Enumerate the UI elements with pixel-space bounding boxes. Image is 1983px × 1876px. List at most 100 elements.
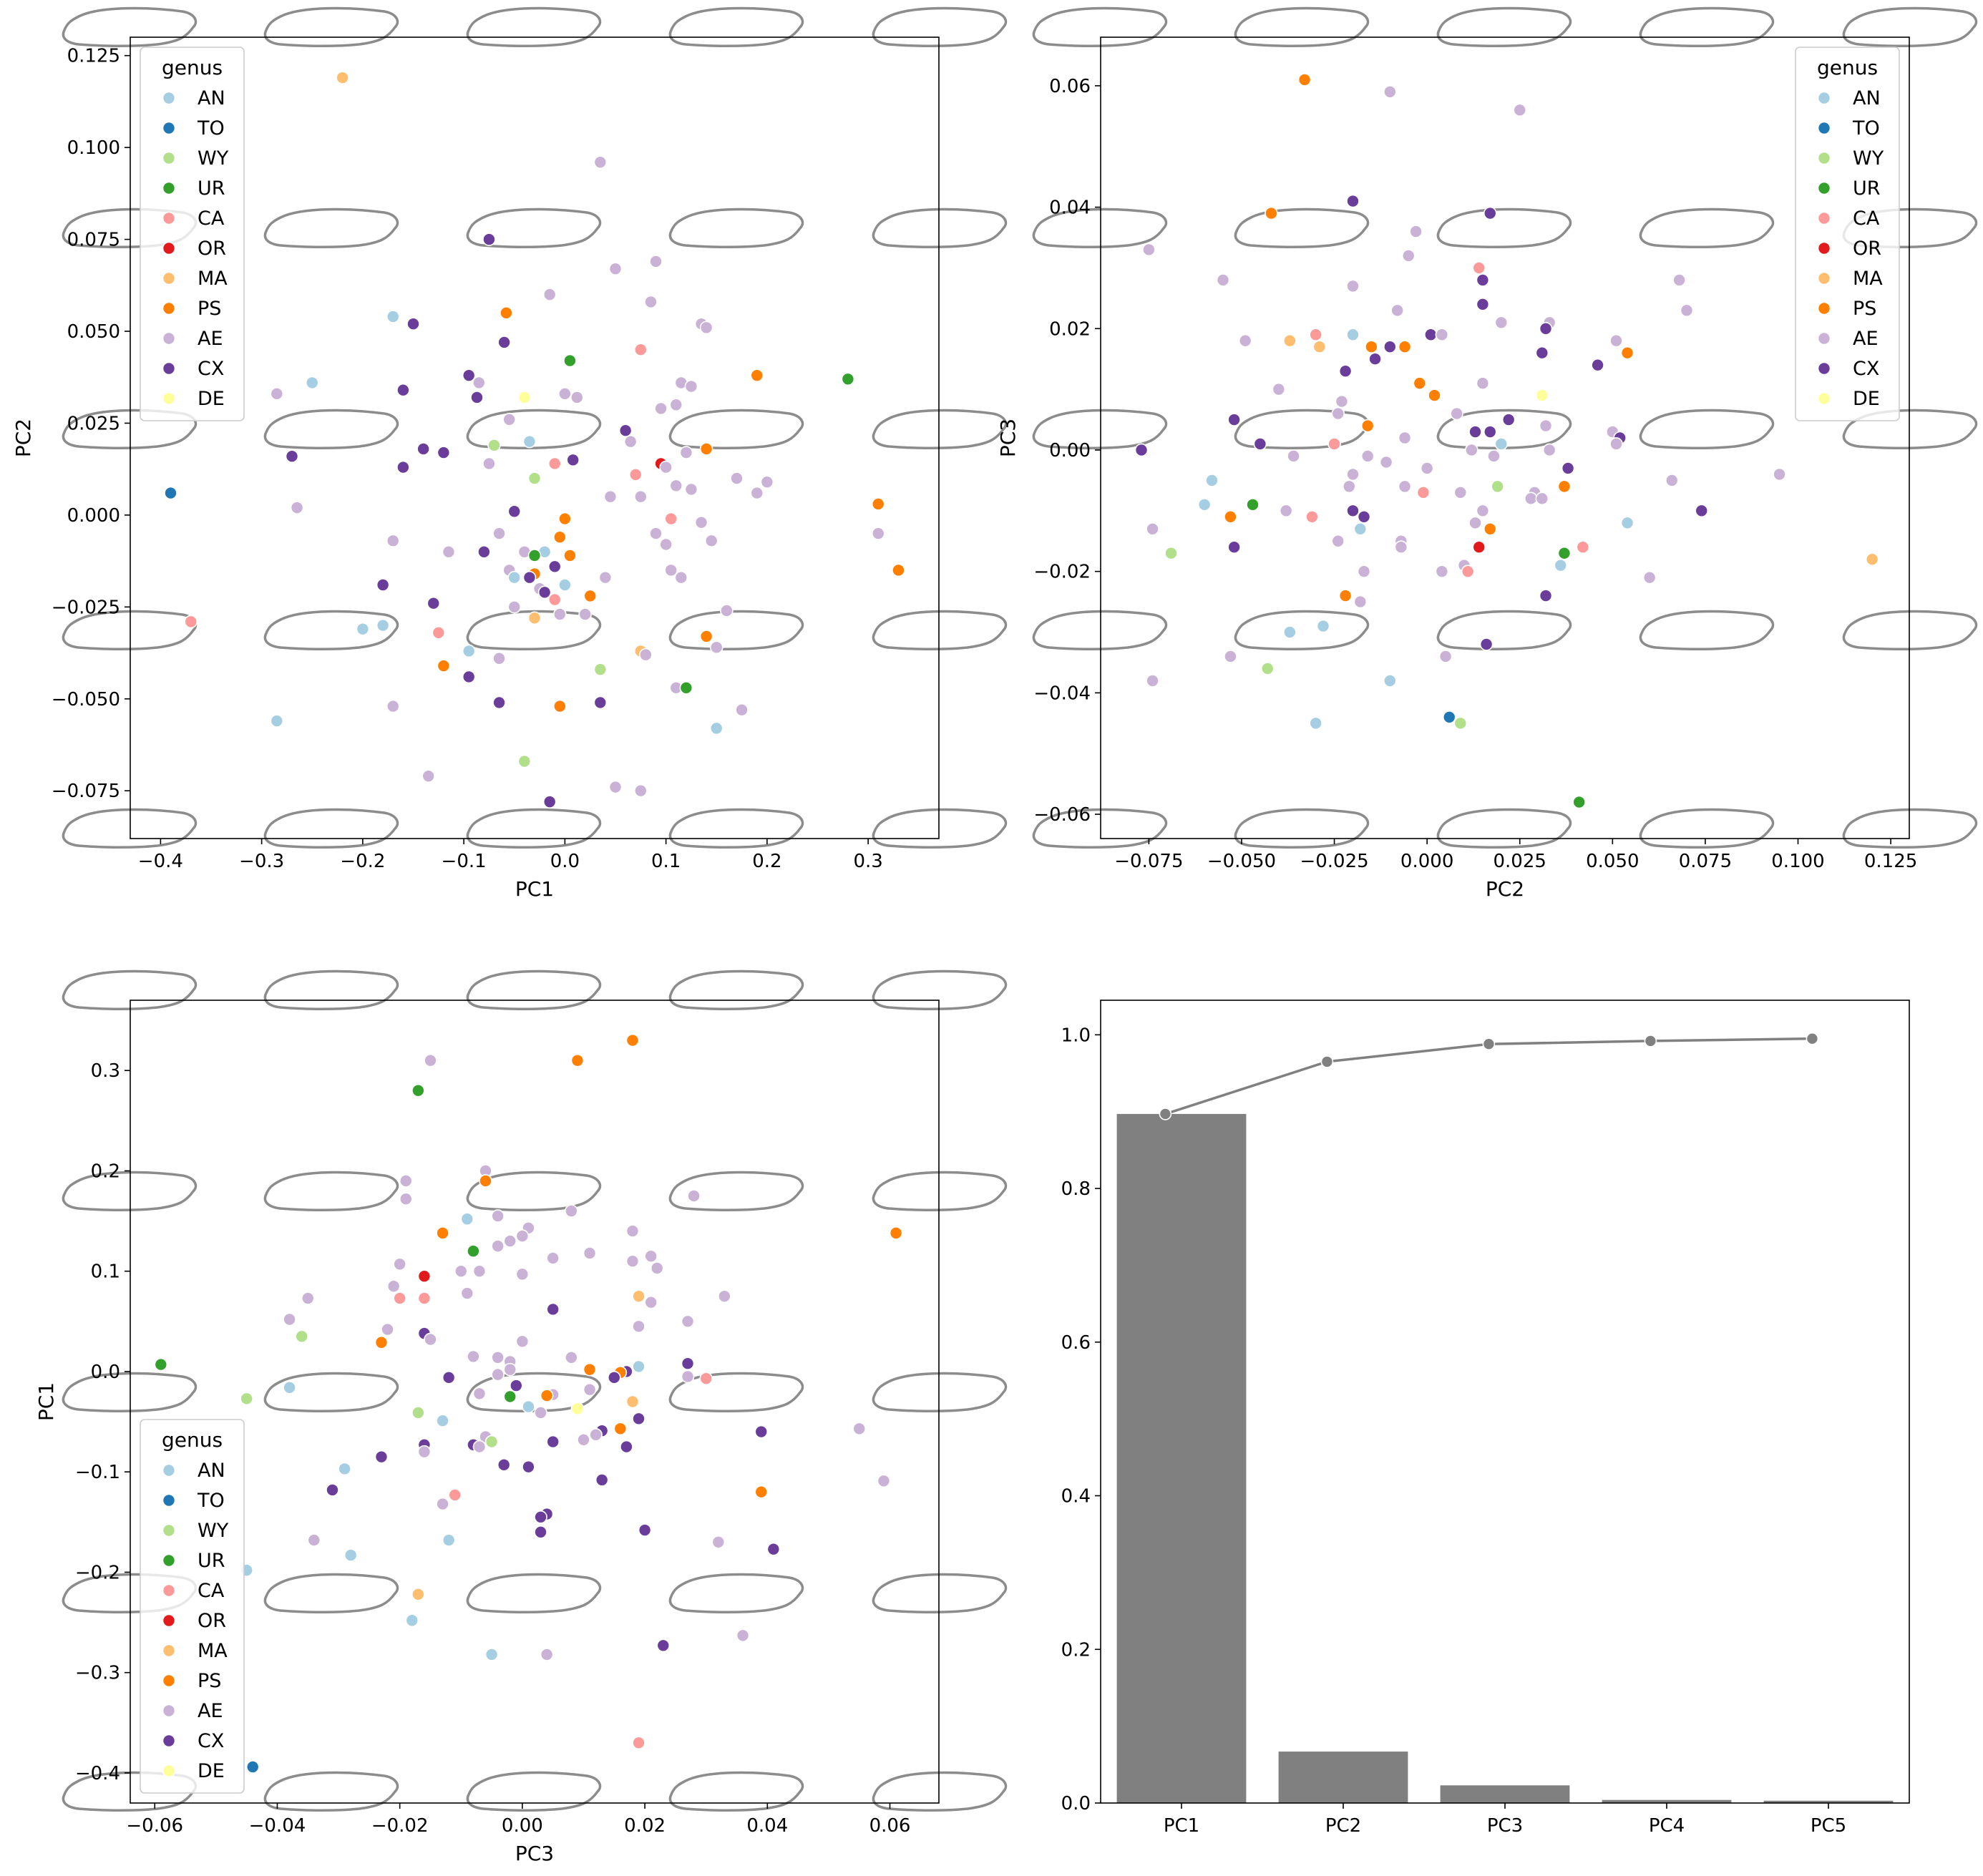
point-ae-22 xyxy=(546,1251,560,1265)
point-cx-59 xyxy=(1134,443,1149,457)
point-ae-43 xyxy=(1450,406,1463,421)
cumulative-point-pc5 xyxy=(1806,1032,1819,1045)
point-wy-116 xyxy=(1260,662,1275,675)
point-ae-37 xyxy=(301,1291,315,1305)
point-ae-40 xyxy=(283,1312,296,1327)
point-ae-10 xyxy=(491,1209,505,1223)
x-tick-label: 0.050 xyxy=(1586,851,1639,872)
point-cx-22 xyxy=(396,383,410,397)
point-cx-35 xyxy=(1338,364,1353,378)
point-ae-25 xyxy=(1238,333,1252,348)
point-ae-36 xyxy=(718,1289,731,1304)
point-cx-98 xyxy=(595,1473,609,1487)
point-ps-27 xyxy=(1365,340,1378,354)
point-an-112 xyxy=(1283,625,1297,639)
point-ae-62 xyxy=(492,527,506,540)
point-cx-24 xyxy=(470,391,484,404)
legend-label-ps: PS xyxy=(1853,298,1876,320)
legend-marker-cx xyxy=(1817,361,1831,376)
legend-marker-cx xyxy=(162,1734,176,1748)
point-cx-45 xyxy=(1501,413,1516,426)
point-ps-6 xyxy=(479,1174,492,1188)
point-or-30 xyxy=(417,1269,432,1283)
point-cx-19 xyxy=(1539,321,1553,336)
point-wy-77 xyxy=(411,1406,425,1420)
point-ae-92 xyxy=(720,604,734,617)
point-cx-5 xyxy=(1483,206,1497,220)
legend-label-de: DE xyxy=(198,388,225,410)
point-cx-63 xyxy=(607,1371,621,1384)
point-ae-120 xyxy=(608,780,623,794)
point-cx-33 xyxy=(1368,352,1382,366)
point-ae-73 xyxy=(1398,479,1412,494)
point-ae-16 xyxy=(515,1229,530,1243)
y-tick-label: 0.04 xyxy=(1049,197,1091,219)
point-ae-42 xyxy=(1331,406,1345,421)
point-ca-46 xyxy=(628,468,643,482)
point-ae-105 xyxy=(492,651,506,665)
legend-label-ma: MA xyxy=(198,268,228,290)
point-ae-119 xyxy=(540,1648,554,1661)
point-ae-6 xyxy=(644,295,658,309)
point-ma-35 xyxy=(632,1289,645,1304)
point-ps-47 xyxy=(374,1335,389,1349)
point-ps-15 xyxy=(436,1226,449,1240)
point-ae-71 xyxy=(442,544,456,559)
legend-label-ur: UR xyxy=(1853,177,1881,200)
point-ca-62 xyxy=(699,1372,713,1386)
legend-label-or: OR xyxy=(198,1610,226,1632)
point-ae-78 xyxy=(1535,492,1549,506)
legend-label-an: AN xyxy=(1853,87,1881,109)
point-ps-101 xyxy=(754,1485,769,1499)
point-ae-37 xyxy=(1476,376,1490,390)
point-ca-53 xyxy=(1327,437,1341,451)
point-ae-5 xyxy=(542,288,557,301)
x-tick-label: −0.02 xyxy=(371,1815,429,1837)
legend-label-ae: AE xyxy=(198,328,223,350)
point-ae-106 xyxy=(1357,565,1371,578)
point-cx-69 xyxy=(477,544,491,559)
point-cx-96 xyxy=(522,1460,535,1474)
legend-marker-ca xyxy=(162,1583,176,1598)
point-ps-46 xyxy=(1360,419,1375,433)
point-ae-54 xyxy=(603,489,618,504)
point-ae-15 xyxy=(1390,303,1404,318)
point-ae-83 xyxy=(1476,504,1490,518)
point-ae-10 xyxy=(1216,273,1230,287)
point-ae-71 xyxy=(1342,479,1356,494)
point-an-82 xyxy=(507,570,522,585)
point-wy-45 xyxy=(295,1329,308,1344)
point-ae-95 xyxy=(1394,540,1408,555)
point-to-119 xyxy=(1442,710,1456,724)
y-tick-label: −0.04 xyxy=(1033,683,1091,704)
point-ae-93 xyxy=(417,1445,432,1459)
point-ae-67 xyxy=(583,1382,597,1397)
legend-marker-ps xyxy=(1817,301,1831,316)
x-tick-label: −0.06 xyxy=(126,1815,183,1837)
y-tick-label: 0.4 xyxy=(1061,1486,1091,1508)
point-an-65 xyxy=(283,1381,296,1394)
point-ae-55 xyxy=(1542,443,1556,457)
point-ps-37 xyxy=(699,442,713,456)
point-an-33 xyxy=(522,434,537,449)
point-ps-32 xyxy=(1620,346,1634,360)
point-wy-121 xyxy=(1453,716,1468,731)
point-cx-39 xyxy=(546,1302,560,1316)
point-ae-47 xyxy=(1539,419,1553,433)
point-ma-26 xyxy=(1312,340,1327,354)
point-de-40 xyxy=(1535,389,1549,402)
point-an-118 xyxy=(484,1648,499,1661)
pc3-vs-pc1-scatter-panel: −0.06 −0.04 −0.02 0.00 0.02 0.04 0.06 −0.4 −0.3 −… xyxy=(34,969,1008,1865)
point-cx-91 xyxy=(620,1440,633,1454)
cumulative-point-pc1 xyxy=(1159,1108,1172,1120)
point-ps-82 xyxy=(613,1422,628,1436)
point-ae-6 xyxy=(1409,225,1423,238)
point-ca-9 xyxy=(1472,261,1486,275)
point-ur-100 xyxy=(1557,546,1572,560)
y-tick-label: 0.8 xyxy=(1061,1178,1091,1200)
x-tick-label: 0.0 xyxy=(550,851,580,872)
point-cx-52 xyxy=(681,1357,695,1371)
point-ae-8 xyxy=(399,1192,413,1206)
point-cx-66 xyxy=(510,1379,523,1392)
legend-marker-ae xyxy=(1817,331,1831,346)
